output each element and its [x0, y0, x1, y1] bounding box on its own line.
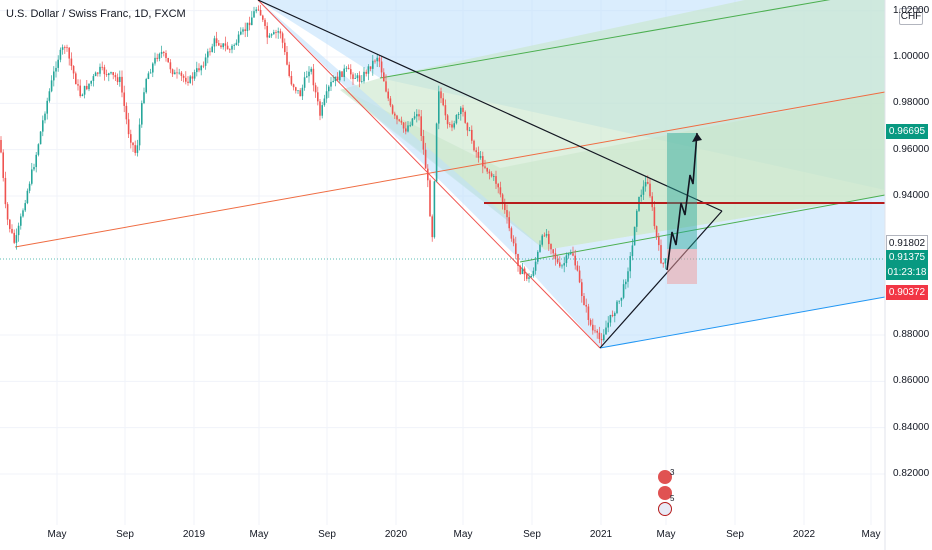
currency-badge[interactable]: CHF — [899, 8, 923, 25]
price-tick-label: 1.00000 — [893, 51, 930, 62]
ascending-trendline[interactable] — [599, 210, 723, 349]
candlestick-series — [0, 5, 667, 347]
last-price-tag: 0.91375 — [886, 250, 928, 265]
long-position-profit-zone[interactable] — [667, 133, 697, 249]
event-count-chf: 3 — [670, 468, 675, 477]
time-tick-label: May — [861, 529, 881, 540]
price-tick-label: 0.98000 — [893, 97, 930, 109]
price-tick-label: 0.82000 — [893, 468, 930, 479]
bar-countdown-tag: 01:23:18 — [886, 265, 928, 280]
price-tick-label: 1.02000 — [893, 4, 930, 16]
pitchfork-lower-line[interactable] — [599, 296, 886, 349]
projected-arrow-head — [692, 133, 702, 142]
price-tick-label: 0.88000 — [893, 329, 930, 340]
pitchfork-lower-green-zone[interactable] — [340, 88, 885, 250]
projected-path-arrow[interactable] — [666, 132, 698, 271]
time-tick-label: May — [249, 529, 269, 540]
pitchfork-lower-blue-zone[interactable] — [258, 0, 885, 348]
pitchfork-median-line[interactable] — [14, 91, 886, 248]
chf-flag-icon[interactable] — [658, 470, 672, 484]
price-tick-label: 0.86000 — [893, 375, 930, 387]
event-count-us: 5 — [670, 494, 675, 503]
price-tick-label: 0.96000 — [893, 143, 930, 155]
time-tick-label: Sep — [318, 529, 336, 540]
stop-price-tag: 0.90372 — [886, 285, 928, 300]
target-price-tag: 0.96695 — [886, 124, 928, 139]
us-flag-icon[interactable] — [658, 502, 672, 516]
price-tick-label: 0.84000 — [893, 421, 930, 433]
time-tick-label: 2019 — [182, 529, 206, 540]
time-tick-label: Sep — [726, 529, 744, 540]
time-tick-label: 2020 — [384, 529, 408, 540]
time-tick-label: May — [656, 529, 676, 540]
chf-flag-icon[interactable] — [658, 486, 672, 500]
time-tick-label: Sep — [116, 529, 134, 540]
symbol-title[interactable]: U.S. Dollar / Swiss Franc, 1D, FXCM — [6, 8, 186, 20]
time-tick-label: 2022 — [792, 529, 816, 540]
time-tick-label: 2021 — [589, 529, 613, 540]
time-tick-label: May — [453, 529, 473, 540]
time-tick-label: May — [47, 529, 67, 540]
descending-trendline[interactable] — [257, 0, 723, 212]
long-position-loss-zone[interactable] — [667, 249, 697, 284]
pitchfork-inner-green-line[interactable] — [519, 194, 886, 263]
pitchfork-upper-line[interactable] — [379, 0, 885, 79]
pitchfork-handle-line[interactable] — [257, 0, 601, 349]
time-tick-label: Sep — [523, 529, 541, 540]
entry-price-tag: 0.91802 — [886, 235, 928, 252]
price-tick-label: 0.94000 — [893, 190, 930, 201]
